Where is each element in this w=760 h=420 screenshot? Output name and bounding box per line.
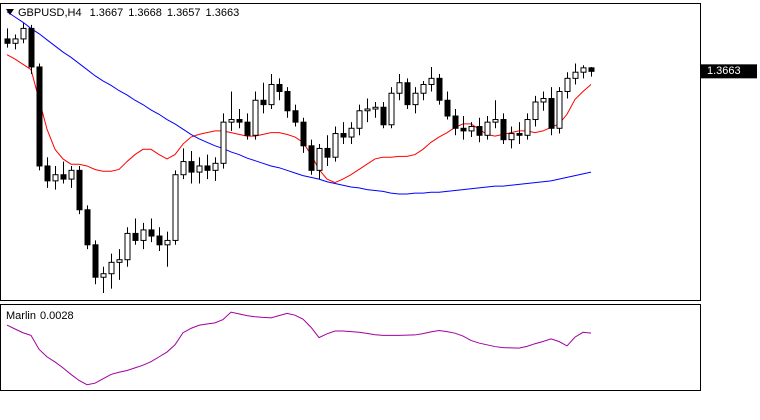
candle-body [308, 145, 315, 171]
candle-body [132, 232, 139, 241]
candle-body [500, 119, 507, 141]
indicator-line [6, 311, 592, 386]
candle-body [204, 165, 211, 171]
candle-body [300, 121, 307, 147]
header-low: 1.3657 [167, 7, 201, 19]
candle-body [252, 99, 259, 136]
candle-body [524, 119, 531, 136]
chart-header: GBPUSD,H4 1.3667 1.3668 1.3657 1.3663 [18, 7, 239, 19]
candle-body [4, 38, 11, 44]
candle-body [588, 67, 595, 72]
plot-layer [4, 11, 595, 386]
candle-body [324, 147, 331, 158]
candle-body [548, 97, 555, 129]
candle-body [28, 27, 35, 68]
candle-body [188, 161, 195, 173]
candle-body [372, 106, 379, 110]
candle-body [412, 92, 419, 106]
indicator-last-value: 0.0028 [40, 310, 74, 322]
candle-body [196, 165, 203, 173]
candle-body [284, 90, 291, 112]
candle-body [332, 133, 339, 158]
header-open: 1.3667 [90, 7, 124, 19]
candle-body [276, 83, 283, 92]
candle-body [508, 133, 515, 141]
main-frame [0, 3, 701, 301]
candle-body [140, 229, 147, 241]
header-high: 1.3668 [128, 7, 162, 19]
candle-body [564, 77, 571, 92]
candle-body [148, 229, 155, 237]
indicator-header: Marlin 0.0028 [6, 310, 74, 322]
candle-body [236, 119, 243, 123]
candle-body [12, 38, 19, 44]
candle-body [220, 121, 227, 164]
candle-body [396, 82, 403, 94]
axis-layer: 1.3663 [701, 64, 757, 79]
candle-body [52, 174, 59, 182]
moving-average-line [6, 11, 592, 195]
candle-body [420, 83, 427, 94]
indicator-frame [0, 304, 701, 391]
candle-body [44, 165, 51, 182]
indicator-title: Marlin [6, 310, 36, 322]
candle-body [164, 239, 171, 246]
candle-body [484, 121, 491, 136]
candle-body [540, 97, 547, 103]
candle-body [36, 66, 43, 167]
candle-body [316, 147, 323, 171]
candle-body [580, 67, 587, 73]
candle-body [436, 77, 443, 101]
candle-body [468, 126, 475, 132]
candle-body [340, 133, 347, 138]
candle-body [260, 99, 267, 106]
current-price-label: 1.3663 [707, 65, 741, 77]
candle-body [428, 77, 435, 85]
candle-body [76, 169, 83, 211]
candle-body [156, 235, 163, 246]
candle-body [516, 133, 523, 136]
header-icon [6, 9, 14, 15]
candle-body [556, 90, 563, 129]
candle-body [92, 244, 99, 278]
candle-body [388, 92, 395, 126]
candle-body [212, 162, 219, 171]
candle-body [228, 119, 235, 123]
chart-title: GBPUSD,H4 [18, 7, 82, 19]
candle-body [404, 82, 411, 106]
moving-average-line [6, 54, 592, 184]
candle-body [180, 161, 187, 176]
header-close: 1.3663 [206, 7, 240, 19]
candle-body [84, 209, 91, 246]
candle-body [348, 127, 355, 138]
candle-body [244, 121, 251, 136]
candle-body [476, 126, 483, 136]
candle-body [532, 101, 539, 121]
current-price-box [701, 64, 757, 79]
candle-body [20, 27, 27, 40]
candle-body [460, 127, 467, 132]
candle-body [60, 174, 67, 180]
candle-body [268, 83, 275, 106]
candle-body [452, 115, 459, 129]
candle-body [108, 261, 115, 275]
candle-body [572, 71, 579, 79]
candle-body [380, 106, 387, 126]
candle-body [124, 232, 131, 261]
candle-body [116, 259, 123, 263]
candle-body [172, 174, 179, 241]
candle-body [492, 119, 499, 123]
candle-body [444, 99, 451, 117]
candle-body [100, 273, 107, 278]
candle-body [364, 108, 371, 112]
candle-body [356, 110, 363, 129]
candle-body [68, 169, 75, 180]
candle-body [292, 110, 299, 123]
